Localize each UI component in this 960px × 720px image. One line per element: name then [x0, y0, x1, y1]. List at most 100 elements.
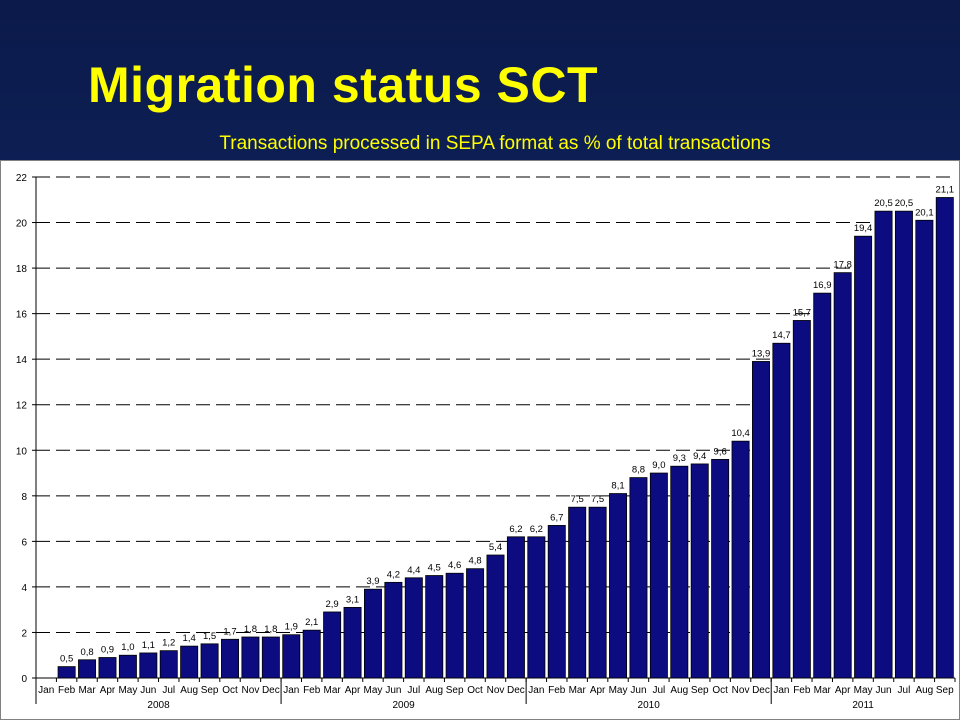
bar: [731, 440, 750, 679]
data-label: 0,8: [80, 647, 93, 658]
x-tick-label: Jun: [630, 685, 646, 696]
y-tick-label: 10: [16, 446, 28, 457]
x-tick-label: Sep: [936, 685, 954, 696]
data-label: 10,4: [731, 428, 750, 439]
data-label: 1,5: [203, 631, 216, 642]
bar: [180, 645, 199, 679]
x-tick-label: Jul: [898, 685, 911, 696]
bar: [241, 636, 260, 679]
x-tick-label: Aug: [670, 685, 688, 696]
data-label: 19,4: [854, 223, 873, 234]
data-label: 1,4: [183, 633, 196, 644]
x-tick-label: Apr: [835, 685, 851, 696]
bar: [261, 636, 280, 679]
x-tick-label: Feb: [548, 685, 566, 696]
bar: [139, 652, 158, 679]
data-label: 21,1: [936, 184, 955, 195]
x-tick-label: Jan: [528, 685, 544, 696]
x-tick-label: Sep: [446, 685, 464, 696]
x-tick-label: Jun: [140, 685, 156, 696]
data-label: 1,8: [244, 624, 257, 635]
bar: [78, 659, 97, 679]
bar: [854, 235, 873, 679]
x-tick-label: Jul: [652, 685, 665, 696]
bar: [302, 629, 321, 679]
bar: [506, 536, 525, 679]
year-label: 2011: [852, 700, 874, 711]
data-label: 2,9: [326, 599, 339, 610]
x-tick-label: Oct: [467, 685, 483, 696]
x-tick-label: Jul: [407, 685, 420, 696]
x-tick-label: Mar: [78, 685, 96, 696]
data-label: 20,5: [874, 198, 893, 209]
x-tick-label: Nov: [487, 685, 505, 696]
bar: [792, 320, 811, 679]
year-label: 2009: [392, 700, 415, 711]
data-label: 4,2: [387, 569, 400, 580]
x-tick-label: Apr: [345, 685, 361, 696]
x-tick-label: Mar: [569, 685, 587, 696]
y-tick-label: 2: [21, 628, 27, 639]
data-label: 4,8: [468, 556, 481, 567]
bar: [466, 568, 485, 679]
bar: [833, 272, 852, 679]
data-label: 0,5: [60, 654, 73, 665]
x-tick-label: Dec: [752, 685, 770, 696]
bar: [629, 477, 648, 679]
bar: [425, 575, 444, 679]
bar: [935, 197, 954, 679]
data-label: 1,1: [142, 640, 155, 651]
x-tick-label: Aug: [915, 685, 933, 696]
data-label: 1,2: [162, 638, 175, 649]
x-tick-label: Aug: [180, 685, 198, 696]
year-label: 2010: [638, 700, 661, 711]
data-label: 9,3: [673, 453, 686, 464]
x-tick-label: Oct: [712, 685, 728, 696]
data-label: 7,5: [571, 494, 584, 505]
data-label: 5,4: [489, 542, 502, 553]
data-label: 9,4: [693, 451, 706, 462]
x-tick-label: Dec: [262, 685, 280, 696]
x-tick-label: Jun: [875, 685, 891, 696]
y-tick-label: 18: [16, 264, 28, 275]
data-label: 9,6: [714, 446, 727, 457]
bar: [404, 577, 423, 679]
x-tick-label: Feb: [58, 685, 76, 696]
data-label: 7,5: [591, 494, 604, 505]
bar: [649, 472, 668, 679]
data-label: 1,0: [121, 642, 134, 653]
data-label: 17,8: [833, 260, 852, 271]
bar: [57, 666, 76, 679]
bar: [118, 654, 137, 679]
slide-title: Migration status SCT: [88, 57, 599, 113]
bar: [894, 210, 913, 679]
bar: [772, 342, 791, 679]
data-label: 6,2: [509, 524, 522, 535]
y-tick-label: 0: [21, 674, 27, 685]
data-label: 0,9: [101, 645, 114, 656]
x-tick-label: Sep: [201, 685, 219, 696]
y-tick-label: 22: [16, 173, 28, 184]
data-label: 1,8: [264, 624, 277, 635]
data-label: 4,4: [407, 565, 420, 576]
bar: [670, 465, 689, 679]
x-tick-label: Jan: [283, 685, 299, 696]
bar: [874, 210, 893, 679]
data-label: 4,6: [448, 560, 461, 571]
x-tick-label: Jan: [38, 685, 54, 696]
chart-subtitle: Transactions processed in SEPA format as…: [219, 133, 771, 154]
data-label: 2,1: [305, 617, 318, 628]
x-tick-label: Jul: [162, 685, 175, 696]
bar: [282, 634, 301, 679]
x-tick-label: Jun: [385, 685, 401, 696]
data-label: 4,5: [428, 563, 441, 574]
bar: [98, 657, 117, 679]
x-tick-label: Oct: [222, 685, 238, 696]
x-tick-label: Aug: [425, 685, 443, 696]
data-label: 13,9: [752, 348, 771, 359]
data-label: 9,0: [652, 460, 665, 471]
bar: [752, 361, 770, 679]
x-tick-label: Feb: [793, 685, 811, 696]
x-tick-label: Apr: [100, 685, 116, 696]
y-tick-label: 12: [16, 401, 28, 412]
